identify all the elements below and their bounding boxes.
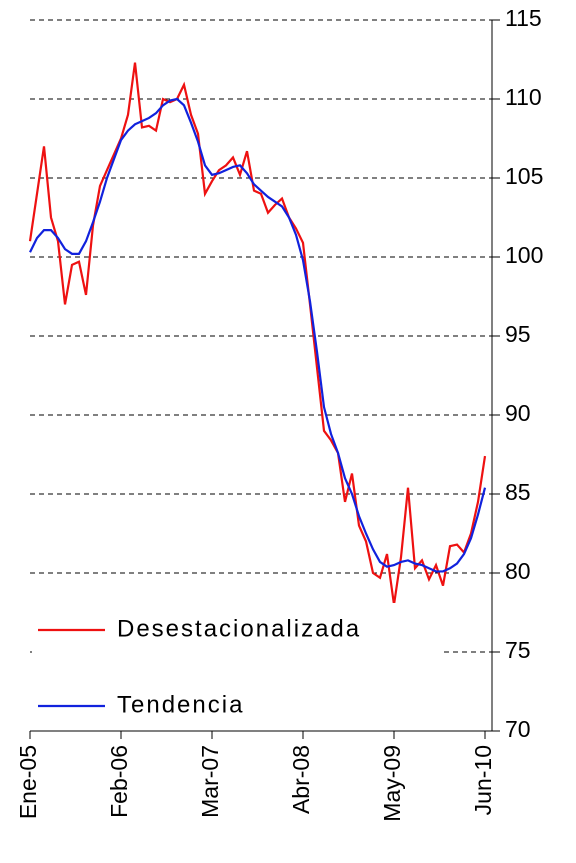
y-tick-label: 80 [505,558,531,584]
y-tick-label: 70 [505,716,531,742]
x-tick-label: Mar-07 [197,745,223,818]
y-tick-label: 100 [505,242,543,268]
y-tick-label: 85 [505,479,531,505]
y-tick-label: 95 [505,321,531,347]
x-tick-label: Jun-10 [470,745,496,815]
y-tick-label: 105 [505,163,543,189]
y-tick-label: 110 [505,84,542,110]
series-line [28,62,487,605]
y-tick-label: 75 [505,637,531,663]
x-tick-label: Abr-08 [288,745,314,814]
y-tick-label: 115 [505,5,542,31]
x-tick-label: Feb-06 [106,745,132,818]
legend-label: Tendencia [117,691,244,718]
series-line [29,97,487,573]
y-tick-label: 90 [505,400,531,426]
legend-label: Desestacionalizada [117,615,361,642]
x-tick-label: Ene-05 [15,745,41,819]
x-tick-label: May-09 [379,745,405,822]
legend-box [32,603,440,723]
